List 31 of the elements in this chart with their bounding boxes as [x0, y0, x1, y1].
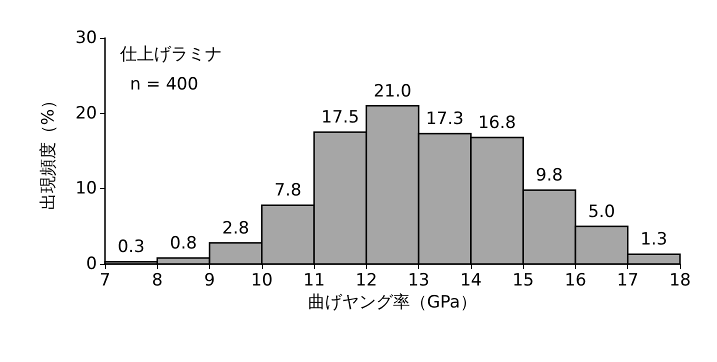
x-tick-label: 18 [669, 270, 691, 290]
data-label: 1.3 [640, 230, 668, 250]
x-tick-label: 9 [204, 270, 215, 290]
x-axis-title: 曲げヤング率（GPa） [308, 292, 478, 312]
x-tick-label: 11 [303, 270, 325, 290]
data-label: 0.3 [118, 237, 145, 258]
annotation: 仕上げラミナ [119, 44, 222, 64]
y-axis-title: 出現頻度（%） [38, 92, 58, 210]
x-tick-label: 17 [616, 270, 639, 290]
y-tick-label: 0 [86, 254, 97, 274]
x-tick-label: 12 [356, 270, 378, 290]
x-tick-label: 8 [152, 270, 163, 290]
data-label: 17.5 [321, 108, 360, 128]
data-label: 5.0 [588, 202, 616, 222]
x-tick-label: 10 [251, 270, 273, 290]
data-label: 7.8 [274, 180, 302, 201]
data-label: 21.0 [374, 81, 412, 102]
x-tick-label: 14 [460, 270, 482, 290]
x-tick-label: 16 [564, 270, 586, 290]
annotation: n = 400 [130, 74, 198, 94]
y-tick-label: 10 [75, 178, 97, 199]
data-label: 9.8 [536, 166, 563, 186]
data-label: 2.8 [222, 218, 250, 238]
x-tick-label: 15 [512, 270, 534, 290]
y-tick-label: 20 [75, 103, 97, 124]
x-tick-label: 7 [100, 270, 110, 290]
data-label: 17.3 [426, 109, 464, 130]
x-tick-label: 13 [408, 270, 430, 290]
data-label: 0.8 [170, 233, 197, 254]
data-label: 16.8 [478, 112, 516, 133]
y-tick-label: 30 [75, 28, 97, 48]
